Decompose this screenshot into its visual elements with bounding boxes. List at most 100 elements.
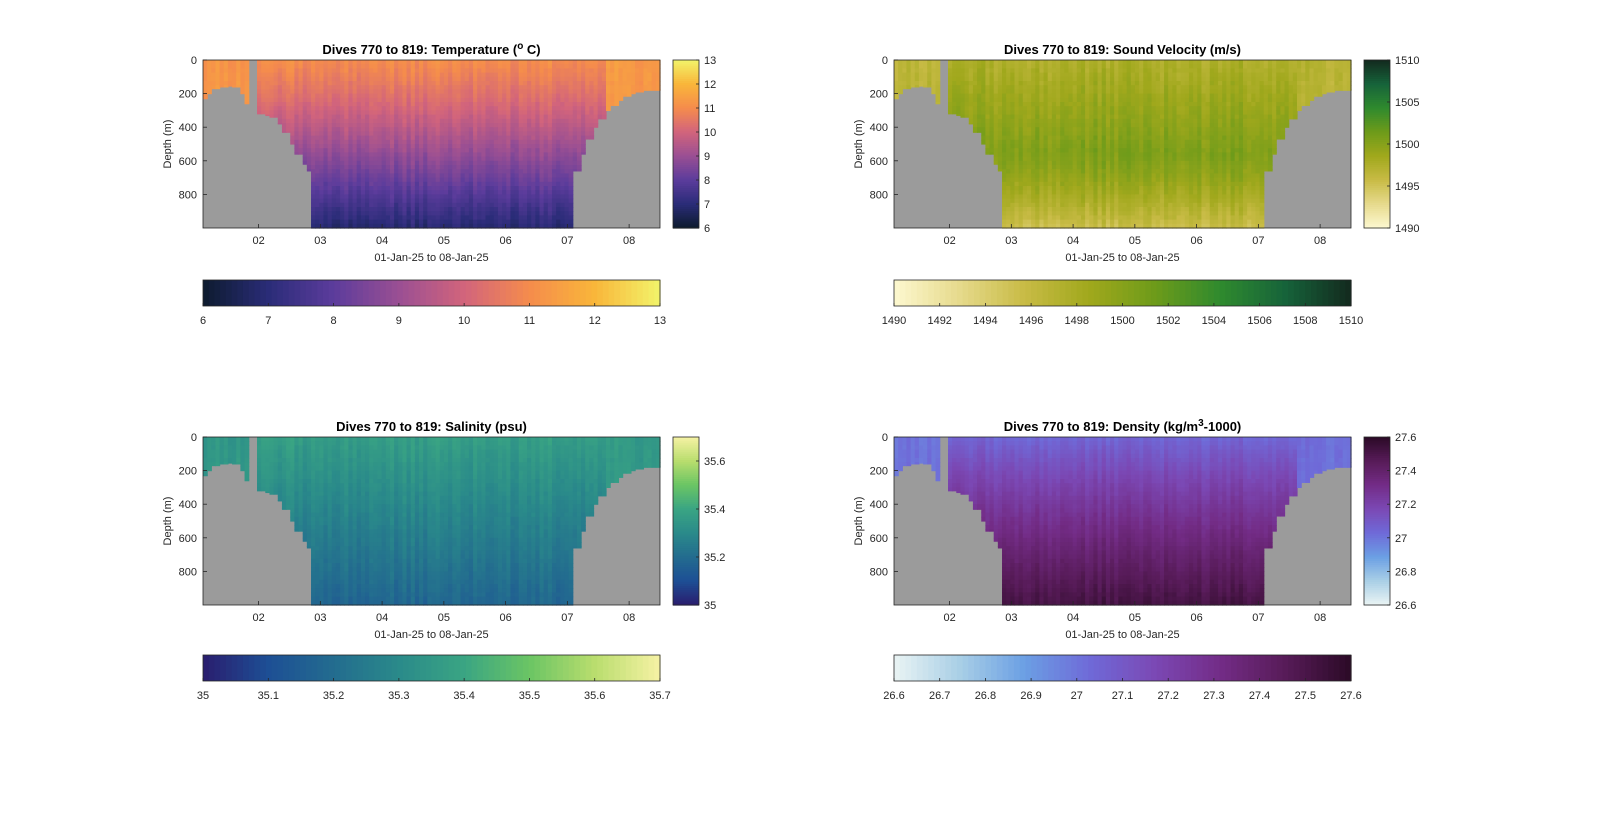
section-cell <box>972 93 978 99</box>
section-cell <box>601 60 607 65</box>
section-cell <box>489 89 495 95</box>
section-cell <box>1085 148 1090 153</box>
section-cell <box>506 223 512 229</box>
section-cell <box>1118 60 1124 65</box>
colorbar-swatch <box>673 104 699 107</box>
section-cell <box>1126 114 1132 120</box>
section-cell <box>464 194 470 200</box>
section-cell <box>398 169 404 174</box>
section-cell <box>618 85 624 90</box>
section-cell <box>593 102 599 107</box>
section-cell <box>344 118 349 124</box>
section-cell <box>402 68 408 74</box>
section-cell <box>1110 139 1115 145</box>
section-cell <box>601 110 607 116</box>
section-cell <box>572 144 578 149</box>
section-cell <box>1035 173 1040 179</box>
section-cell <box>439 211 445 216</box>
section-cell <box>655 68 661 74</box>
section-cell <box>302 131 308 137</box>
section-cell <box>622 72 628 78</box>
section-cell <box>655 89 661 91</box>
section-cell <box>435 93 441 99</box>
section-cell <box>514 207 520 212</box>
section-cell <box>410 127 416 132</box>
section-cell <box>423 110 428 116</box>
section-cell <box>207 85 212 90</box>
section-cell <box>581 114 586 120</box>
section-cell <box>1089 85 1095 90</box>
section-cell <box>1134 156 1140 162</box>
section-cell <box>1060 207 1065 212</box>
section-cell <box>1051 81 1057 86</box>
section-cell <box>1097 160 1103 166</box>
colorbar-swatch <box>673 114 699 118</box>
section-cell <box>406 106 412 111</box>
section-cell <box>340 60 345 65</box>
section-cell <box>1126 156 1132 162</box>
section-cell <box>464 135 470 141</box>
section-cell <box>531 85 536 90</box>
section-cell <box>319 139 325 145</box>
section-cell <box>365 93 370 99</box>
section-cell <box>460 148 466 153</box>
hcolorbar-swatch <box>231 280 238 306</box>
section-cell <box>1056 110 1061 116</box>
section-cell <box>423 173 428 179</box>
section-cell <box>331 219 337 225</box>
section-cell <box>1014 211 1020 216</box>
section-cell <box>531 135 536 141</box>
section-cell <box>435 127 441 132</box>
section-cell <box>1064 207 1070 212</box>
section-cell <box>1085 190 1090 195</box>
section-cell <box>223 76 229 82</box>
section-cell <box>389 85 395 90</box>
section-cell <box>539 89 545 95</box>
section-cell <box>281 64 287 69</box>
section-cell <box>1134 131 1140 137</box>
section-cell <box>452 64 458 69</box>
section-cell <box>914 85 920 88</box>
section-cell <box>506 139 512 145</box>
section-cell <box>1064 72 1070 78</box>
section-cell <box>1072 156 1078 162</box>
chart-title: Dives 770 to 819: Temperature (o C) <box>322 41 540 57</box>
section-cell <box>1026 144 1032 149</box>
section-cell <box>601 85 607 90</box>
section-cell <box>443 211 449 216</box>
section-cell <box>431 160 437 166</box>
section-cell <box>481 64 487 69</box>
section-cell <box>203 93 208 99</box>
section-cell <box>630 68 636 74</box>
section-cell <box>1031 160 1036 166</box>
section-cell <box>485 186 491 191</box>
section-cell <box>348 97 354 103</box>
section-cell <box>485 118 491 124</box>
section-cell <box>997 89 1003 95</box>
section-cell <box>369 118 374 124</box>
section-cell <box>489 123 495 128</box>
section-cell <box>327 114 333 120</box>
section-cell <box>315 127 320 132</box>
x-tick-label: 05 <box>438 235 450 247</box>
section-cell <box>394 89 399 95</box>
section-cell <box>1014 118 1020 124</box>
section-cell <box>1076 190 1082 195</box>
section-cell <box>1002 190 1007 195</box>
section-cell <box>439 123 445 128</box>
section-cell <box>344 194 349 200</box>
section-cell <box>543 148 549 153</box>
section-cell <box>315 85 320 90</box>
section-cell <box>356 215 362 221</box>
section-cell <box>369 177 374 183</box>
section-cell <box>1035 106 1040 111</box>
section-cell <box>327 173 333 179</box>
section-cell <box>473 106 478 111</box>
section-cell <box>1085 219 1090 225</box>
section-cell <box>290 102 295 107</box>
section-cell <box>435 64 441 69</box>
section-cell <box>518 72 524 78</box>
section-cell <box>589 72 595 78</box>
section-cell <box>1093 177 1099 183</box>
section-cell <box>985 135 991 141</box>
